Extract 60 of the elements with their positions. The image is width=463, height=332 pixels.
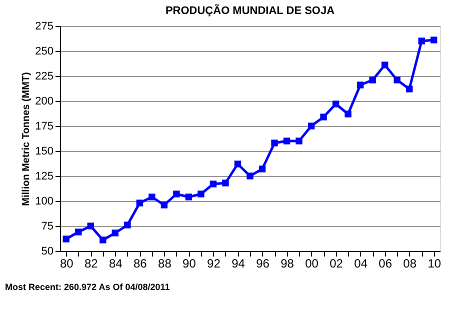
- y-tick-label: 50: [41, 246, 54, 258]
- point: [160, 202, 168, 208]
- point: [308, 122, 315, 130]
- y-tick-label: 275: [35, 20, 54, 32]
- point: [430, 36, 438, 44]
- text: Most Recent: 260.972 As Of 04/08/2011: [5, 282, 170, 292]
- x-tick-label: 08: [403, 256, 417, 270]
- point: [394, 76, 400, 84]
- point: [198, 190, 204, 198]
- point: [406, 86, 413, 92]
- point: [62, 236, 70, 242]
- x-tick-label: 94: [232, 256, 246, 270]
- point: [136, 200, 144, 206]
- point: [112, 230, 119, 236]
- point: [320, 114, 327, 120]
- point: [369, 76, 376, 84]
- chart-title: PRODUÇÃO MUNDIAL DE SOJA: [165, 4, 335, 17]
- x-tick-label: 98: [280, 256, 294, 270]
- x-tick-label: 80: [60, 256, 74, 270]
- y-axis-title: Million Metric Tonnes (MMT): [21, 72, 32, 206]
- x-tick-label: 88: [158, 256, 172, 270]
- point: [124, 222, 131, 228]
- point: [210, 180, 217, 188]
- y-tick-label: 200: [35, 96, 54, 108]
- x-tick-label: 06: [378, 256, 392, 270]
- point: [246, 172, 254, 180]
- point: [381, 62, 388, 68]
- x-tick-label: 02: [330, 256, 344, 270]
- y-tick-label: 250: [35, 46, 54, 58]
- y-tick-label: 75: [41, 220, 54, 232]
- y-tick-label: 100: [35, 196, 54, 208]
- x-tick-label: 00: [305, 256, 319, 270]
- point: [148, 194, 156, 200]
- point: [87, 222, 94, 230]
- point: [296, 138, 302, 144]
- point: [271, 140, 278, 146]
- point: [356, 82, 364, 88]
- x-tick-label: 90: [182, 256, 196, 270]
- x-tick-label: 86: [134, 256, 148, 270]
- point: [283, 138, 290, 144]
- point: [185, 194, 192, 200]
- point: [344, 110, 352, 118]
- y-tick-label: 225: [35, 70, 54, 82]
- y-tick-label: 150: [35, 146, 54, 158]
- x-tick-label: 82: [84, 256, 98, 270]
- point: [222, 180, 229, 186]
- point: [418, 38, 425, 44]
- x-tick-label: 10: [428, 256, 442, 270]
- point: [332, 100, 340, 108]
- y-tick-label: 125: [35, 170, 54, 182]
- y-tick-label: 175: [35, 120, 54, 132]
- point: [75, 228, 82, 236]
- x-tick-label: 04: [354, 256, 368, 270]
- point: [100, 236, 106, 244]
- x-tick-label: 92: [207, 256, 221, 270]
- x-tick-label: 96: [256, 256, 270, 270]
- point: [173, 190, 180, 198]
- point: [258, 166, 266, 172]
- point: [234, 160, 242, 168]
- x-tick-label: 84: [108, 256, 123, 270]
